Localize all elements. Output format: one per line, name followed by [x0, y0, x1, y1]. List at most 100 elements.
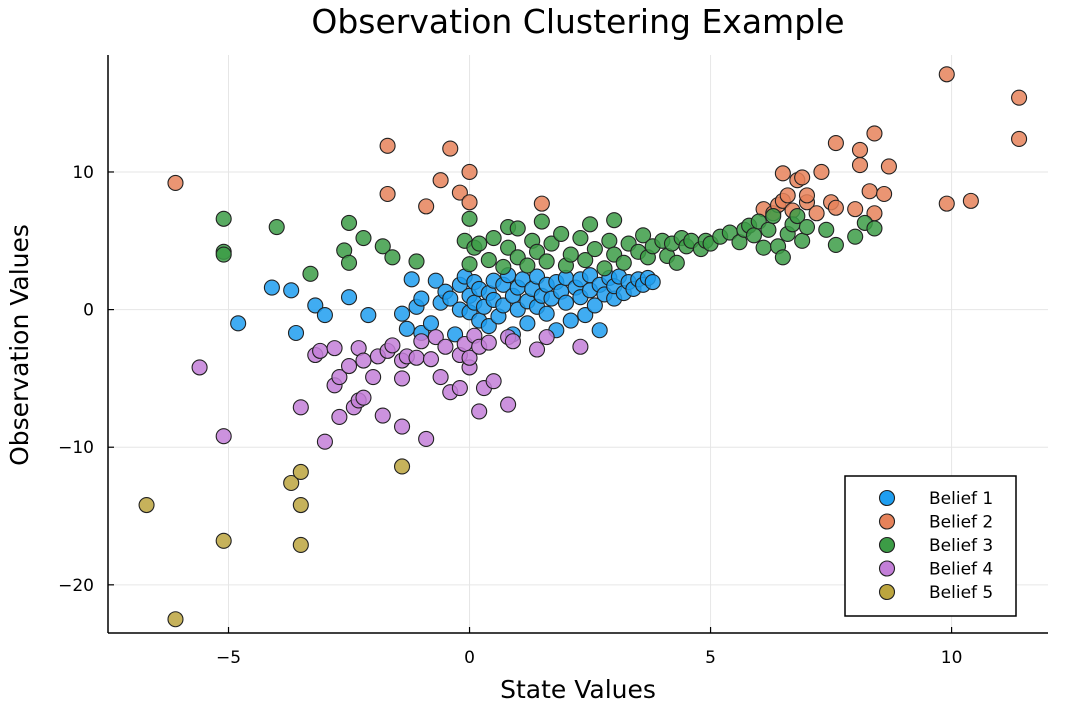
data-point: [408, 253, 425, 270]
y-tick-label: 0: [83, 301, 94, 321]
data-point: [794, 232, 811, 249]
data-point: [779, 187, 796, 204]
data-point: [755, 239, 772, 256]
data-point: [340, 357, 358, 375]
data-point: [591, 322, 608, 339]
data-point: [480, 252, 497, 269]
data-point: [340, 289, 358, 306]
data-point: [827, 236, 844, 253]
chart-title: Observation Clustering Example: [311, 2, 844, 41]
data-point: [798, 218, 816, 236]
data-point: [418, 430, 435, 448]
data-point: [582, 267, 599, 284]
data-point: [827, 199, 844, 216]
data-point: [437, 338, 454, 355]
legend-marker: [878, 536, 896, 554]
data-point: [528, 243, 546, 260]
data-point: [167, 174, 184, 192]
data-point: [461, 256, 478, 273]
data-point: [287, 324, 305, 342]
data-point: [601, 232, 618, 249]
tick-labels: −5 0 5 10 −20 −10 0 10: [58, 163, 962, 668]
data-point: [215, 246, 232, 263]
data-point: [365, 368, 382, 386]
data-point: [519, 315, 536, 332]
legend-entry-label: Belief 5: [929, 583, 993, 603]
data-point: [316, 433, 333, 450]
series-2: [167, 66, 1028, 222]
data-point: [962, 192, 979, 209]
legend-box: [844, 475, 1017, 617]
data-point: [533, 195, 550, 212]
data-point: [500, 396, 517, 413]
data-point: [615, 254, 632, 271]
data-point: [340, 254, 358, 271]
legend: Belief 1 Belief 2 Belief 3 Belief 4 Belief 5: [844, 475, 1017, 617]
data-point: [543, 235, 560, 252]
y-tick-label: −10: [58, 438, 94, 458]
data-point: [480, 318, 497, 335]
data-point: [230, 315, 247, 332]
data-point: [307, 297, 324, 314]
data-point: [418, 198, 435, 215]
data-point: [938, 66, 955, 83]
data-point: [215, 210, 232, 227]
data-point: [191, 359, 208, 376]
data-point: [403, 271, 420, 288]
data-point: [635, 227, 652, 244]
legend-entry-label: Belief 4: [929, 560, 993, 580]
data-point: [485, 373, 502, 390]
series-5: [138, 458, 411, 628]
data-point: [789, 207, 806, 225]
data-point: [827, 135, 844, 152]
data-point: [447, 326, 464, 343]
y-tick-label: −20: [58, 576, 94, 596]
series-4: [191, 327, 589, 450]
data-point: [292, 399, 309, 416]
data-point: [538, 329, 555, 346]
data-point: [668, 254, 685, 271]
data-point: [538, 305, 555, 322]
data-point: [422, 351, 440, 368]
x-tick-label: −5: [216, 648, 241, 668]
data-point: [292, 536, 309, 553]
data-points: [138, 66, 1028, 628]
data-point: [355, 352, 372, 369]
data-point: [451, 184, 468, 201]
data-point: [519, 257, 536, 274]
data-point: [794, 169, 811, 186]
data-point: [283, 474, 300, 492]
data-point: [268, 218, 285, 236]
data-point: [432, 368, 449, 386]
data-point: [606, 212, 623, 229]
data-point: [394, 370, 411, 387]
series-3: [215, 207, 883, 282]
data-point: [451, 379, 468, 397]
data-point: [577, 307, 594, 324]
series-1: [230, 267, 661, 343]
data-point: [316, 307, 333, 324]
data-point: [847, 201, 864, 218]
data-point: [283, 282, 300, 299]
legend-marker: [878, 513, 896, 530]
x-axis-label: State Values: [500, 675, 656, 704]
data-point: [167, 611, 184, 628]
axes: [107, 55, 1048, 634]
data-point: [394, 458, 411, 475]
data-point: [471, 403, 488, 420]
data-point: [745, 227, 762, 244]
data-point: [818, 221, 835, 238]
data-point: [1011, 89, 1028, 106]
legend-entry-label: Belief 2: [929, 513, 993, 533]
data-point: [562, 246, 579, 263]
data-point: [394, 418, 411, 435]
data-point: [413, 333, 430, 350]
data-point: [572, 338, 589, 355]
data-point: [398, 320, 415, 337]
data-point: [427, 272, 444, 289]
data-point: [340, 214, 358, 231]
legend-entry-label: Belief 1: [929, 489, 993, 509]
data-point: [938, 195, 955, 212]
